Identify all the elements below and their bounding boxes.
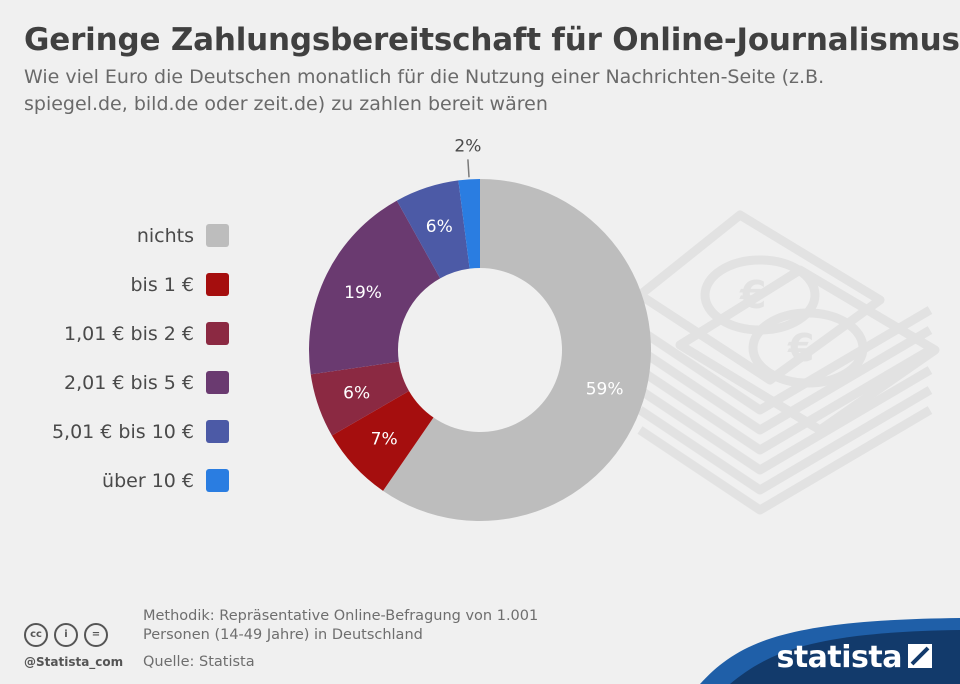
data-label-ber-10-eur: 2%: [454, 136, 481, 156]
method-line-1: Methodik: Repräsentative Online-Befragun…: [143, 608, 539, 624]
legend-label-ber-10-eur: über 10 €: [102, 470, 194, 492]
method-line-2: Personen (14-49 Jahre) in Deutschland: [143, 627, 423, 643]
slice-1-01-eur-bis-2-eur: [310, 361, 409, 436]
euro-symbol-icon: €: [787, 326, 814, 370]
legend-swatch-1-01-eur-bis-2-eur: [206, 322, 229, 345]
cc-icon: cc: [24, 623, 48, 647]
source-text: Quelle: Statista: [143, 654, 255, 670]
slice-2-01-eur-bis-5-eur: [309, 200, 441, 375]
slice-bis-1-eur: [331, 391, 434, 491]
legend-label-2-01-eur-bis-5-eur: 2,01 € bis 5 €: [64, 372, 194, 394]
data-label-1-01-eur-bis-2-eur: 6%: [343, 384, 370, 404]
data-label-nichts: 59%: [586, 380, 624, 400]
legend-label-nichts: nichts: [136, 225, 194, 247]
legend-swatch-2-01-eur-bis-5-eur: [206, 371, 229, 394]
twitter-handle: @Statista_com: [24, 655, 124, 669]
legend-label-5-01-eur-bis-10-eur: 5,01 € bis 10 €: [51, 421, 194, 443]
slice-5-01-eur-bis-10-eur: [396, 180, 470, 279]
legend-swatch-nichts: [206, 224, 229, 247]
data-label-2-01-eur-bis-5-eur: 19%: [344, 283, 382, 303]
chart-title: Geringe Zahlungsbereitschaft für Online-…: [24, 22, 960, 58]
legend-swatch-bis-1-eur: [206, 273, 229, 296]
by-icon: i: [54, 623, 78, 647]
leader-line: [467, 159, 470, 178]
euro-symbol-icon: €: [739, 273, 766, 317]
license-icons: cc i =: [24, 622, 114, 647]
legend-label-1-01-eur-bis-2-eur: 1,01 € bis 2 €: [64, 323, 194, 345]
legend-swatch-ber-10-eur: [206, 469, 229, 492]
chart-subtitle: Wie viel Euro die Deutschen monatlich fü…: [24, 66, 825, 115]
slice-nichts: [383, 179, 651, 521]
legend-swatch-5-01-eur-bis-10-eur: [206, 420, 229, 443]
data-label-5-01-eur-bis-10-eur: 6%: [426, 217, 453, 237]
nd-icon: =: [84, 623, 108, 647]
legend-label-bis-1-eur: bis 1 €: [130, 274, 195, 296]
data-label-bis-1-eur: 7%: [371, 430, 398, 450]
statista-brand: statista: [776, 640, 902, 675]
slice-ber-10-eur: [458, 179, 480, 269]
